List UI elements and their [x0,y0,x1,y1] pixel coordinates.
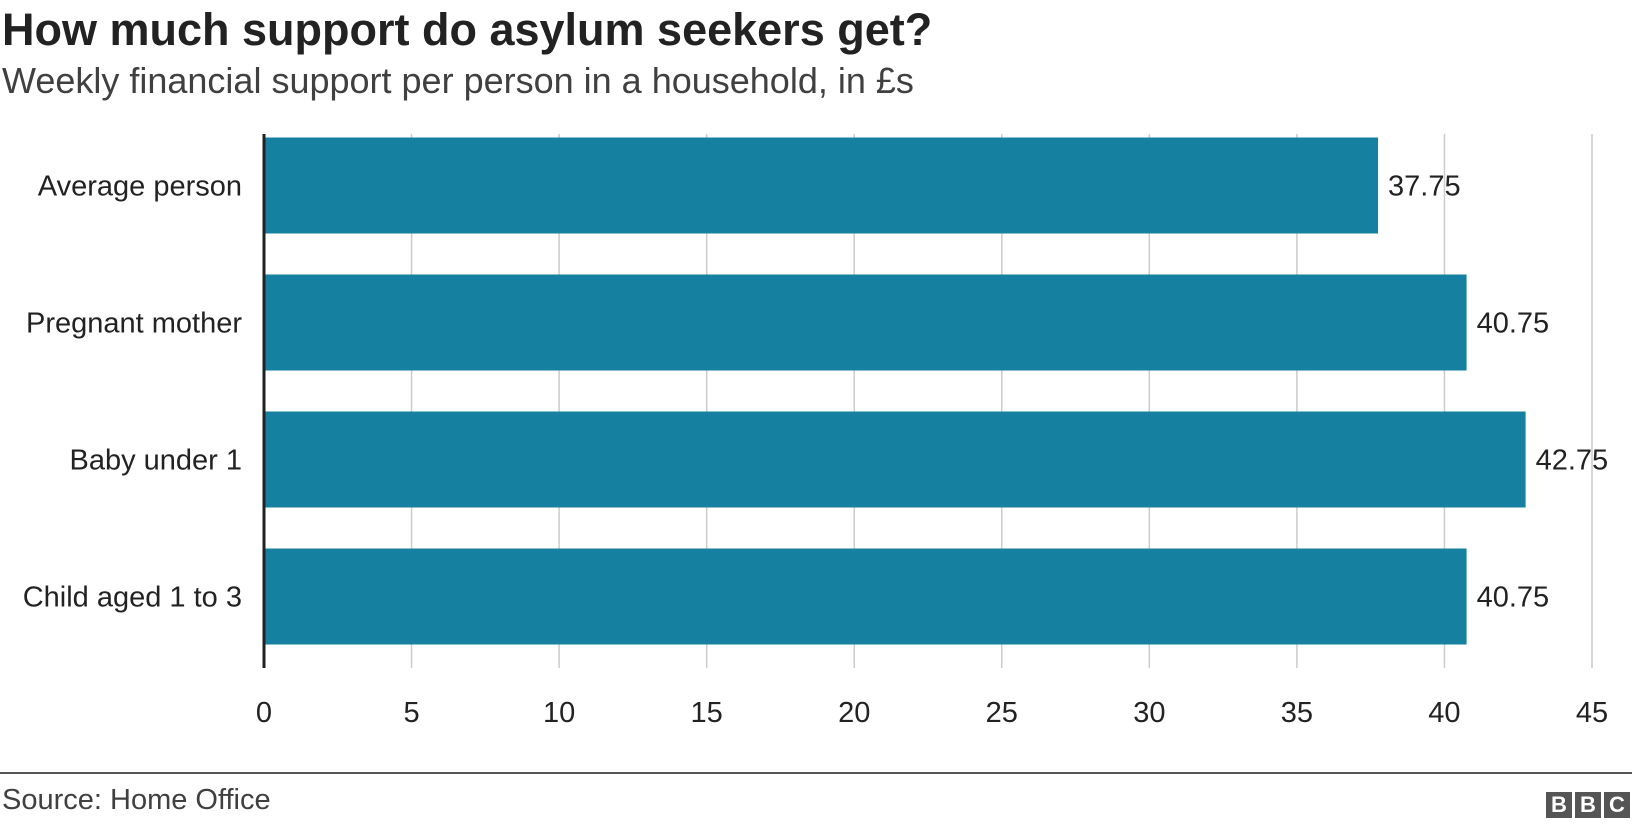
value-label: 40.75 [1477,582,1550,614]
bar [264,411,1526,508]
x-tick-label: 25 [986,697,1018,729]
bbc-logo-letter: C [1604,792,1630,818]
footer-divider [0,772,1632,774]
bbc-logo-letter: B [1546,792,1572,818]
x-tick-label: 30 [1133,697,1165,729]
source-note: Source: Home Office [2,784,271,816]
category-label: Average person [38,171,242,203]
chart-title: How much support do asylum seekers get? [2,4,933,55]
bar [264,548,1467,645]
x-tick-label: 40 [1428,697,1460,729]
x-tick-label: 15 [691,697,723,729]
x-tick-label: 0 [256,697,272,729]
value-label: 37.75 [1388,171,1461,203]
bbc-logo: B B C [1546,792,1630,818]
bar [264,274,1467,371]
x-tick-label: 45 [1576,697,1608,729]
bbc-logo-letter: B [1575,792,1601,818]
x-tick-label: 5 [403,697,419,729]
value-label: 40.75 [1477,308,1550,340]
chart-subtitle: Weekly financial support per person in a… [2,60,914,101]
bar-chart: 0 5 10 15 20 25 30 35 40 45 Average person 37.75 Pre… [23,134,1609,729]
value-label: 42.75 [1536,445,1609,477]
x-tick-label: 35 [1281,697,1313,729]
x-tick-label: 10 [543,697,575,729]
category-label: Baby under 1 [69,445,242,477]
category-label: Child aged 1 to 3 [23,582,242,614]
bar [264,137,1379,234]
x-tick-label: 20 [838,697,870,729]
category-label: Pregnant mother [26,308,242,340]
